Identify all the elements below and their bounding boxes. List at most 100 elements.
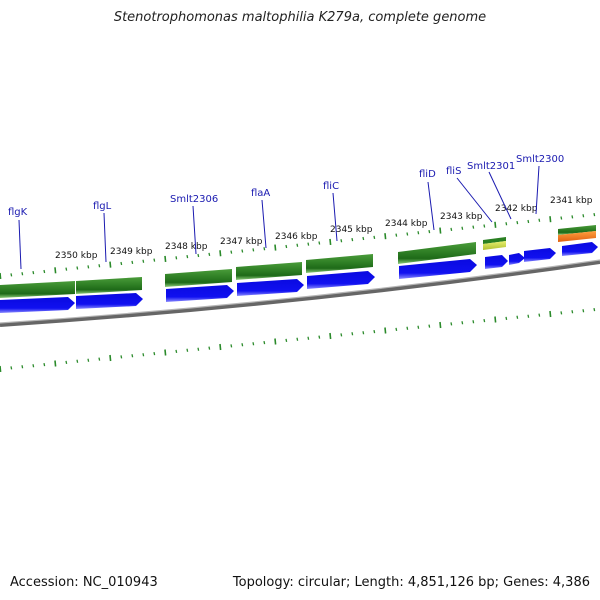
scale-tick <box>494 316 497 323</box>
scale-tick <box>164 349 167 356</box>
scale-tick <box>296 243 299 247</box>
scale-tick <box>450 322 453 326</box>
gene-Smlt2300-reverse[interactable] <box>562 242 598 256</box>
gene-Smlt2300-forward[interactable] <box>558 225 596 235</box>
scale-tick <box>263 247 266 251</box>
scale-tick <box>43 362 46 367</box>
scale-tick <box>153 351 156 356</box>
scale-tick <box>54 267 57 274</box>
scale-tick <box>142 353 145 357</box>
scale-tick <box>285 244 288 249</box>
scale-tick <box>483 224 486 228</box>
scale-tick <box>593 212 596 217</box>
scale-tick <box>582 214 585 218</box>
gene-label-fliC[interactable]: fliC <box>323 181 339 192</box>
scale-tick <box>494 221 497 228</box>
scale-tick <box>560 311 563 315</box>
reverse-strand-genes <box>0 242 598 313</box>
scale-tick <box>318 241 321 245</box>
scale-label-2349: 2349 kbp <box>110 247 153 257</box>
scale-tick <box>219 343 222 351</box>
scale-tick <box>274 244 277 251</box>
scale-tick <box>450 227 453 232</box>
scale-tick <box>186 255 189 259</box>
gene-label-fliS[interactable]: fliS <box>446 166 461 177</box>
scale-tick <box>373 235 376 239</box>
scale-label-2346: 2346 kbp <box>275 232 318 242</box>
scale-tick <box>505 316 508 321</box>
scale-tick <box>560 216 563 220</box>
gene-flgL-forward[interactable] <box>76 277 142 294</box>
gene-fliC-reverse[interactable] <box>307 271 375 289</box>
scale-tick <box>32 270 35 275</box>
scale-tick <box>329 332 332 340</box>
gene-fliD-reverse[interactable] <box>399 259 477 279</box>
gene-labels: flgK flgL Smlt2306 flaA fliC fliD fliS S… <box>8 154 564 218</box>
scale-tick <box>0 365 2 373</box>
scale-tick <box>230 250 233 254</box>
scale-tick <box>131 260 134 264</box>
scale-tick <box>131 354 134 358</box>
scale-tick <box>395 233 398 237</box>
gene-Smlt2300a-reverse[interactable] <box>524 248 556 262</box>
gene-label-fliD[interactable]: fliD <box>419 169 436 180</box>
gene-label-Smlt2306[interactable]: Smlt2306 <box>170 194 218 205</box>
scale-tick <box>362 331 365 335</box>
scale-tick <box>505 222 508 226</box>
gene-flgK-forward[interactable] <box>0 281 75 298</box>
leader-Smlt2306 <box>192 205 197 255</box>
gene-label-flaA[interactable]: flaA <box>251 188 270 199</box>
scale-tick <box>307 336 310 340</box>
gene-Smlt2306-forward[interactable] <box>165 269 232 287</box>
gene-flaA-forward[interactable] <box>236 262 302 280</box>
scale-tick <box>120 355 123 359</box>
gene-flgL-reverse[interactable] <box>76 293 143 309</box>
scale-label-2341: 2341 kbp <box>550 196 593 206</box>
scale-tick <box>87 358 90 362</box>
scale-tick <box>274 338 277 345</box>
gene-label-Smlt2300[interactable]: Smlt2300 <box>516 154 564 165</box>
gene-label-flgL[interactable]: flgL <box>93 201 112 212</box>
leader-fliD <box>427 181 435 231</box>
scale-tick <box>241 343 244 347</box>
gene-flaA-reverse[interactable] <box>237 279 304 296</box>
gene-fliS-forward[interactable] <box>483 237 506 244</box>
gene-fliD-forward[interactable] <box>398 242 476 264</box>
gene-Smlt2300-orange[interactable] <box>558 231 596 242</box>
scale-tick <box>593 307 596 312</box>
scale-tick <box>296 337 299 341</box>
gene-Smlt2306-reverse[interactable] <box>166 285 234 302</box>
scale-tick <box>384 327 387 334</box>
scale-tick <box>252 248 255 252</box>
scale-tick <box>98 357 101 361</box>
gene-fliC-forward[interactable] <box>306 254 373 273</box>
gene-label-flgK[interactable]: flgK <box>8 207 28 218</box>
scale-tick <box>43 269 46 274</box>
scale-tick <box>384 233 387 240</box>
scale-tick <box>120 261 123 266</box>
scale-label-2345: 2345 kbp <box>330 225 373 235</box>
scale-tick <box>340 239 343 243</box>
scale-tick <box>219 250 222 257</box>
leader-flgL <box>103 212 107 263</box>
scale-tick <box>417 231 420 235</box>
gene-Smlt2301-reverse[interactable] <box>509 253 525 265</box>
scale-tick <box>65 360 68 365</box>
scale-tick <box>175 256 178 260</box>
scale-tick <box>406 232 409 236</box>
gene-fliS-reverse[interactable] <box>485 255 508 269</box>
gene-fliS-yellow[interactable] <box>483 241 506 250</box>
scale-tick <box>439 227 442 234</box>
scale-tick <box>109 354 112 362</box>
gene-label-leaders <box>18 165 540 270</box>
scale-tick <box>197 347 200 351</box>
gene-flgK-reverse[interactable] <box>0 297 75 313</box>
gene-label-Smlt2301[interactable]: Smlt2301 <box>467 161 515 172</box>
scale-tick <box>571 215 574 219</box>
genome-stats-text: Topology: circular; Length: 4,851,126 bp… <box>232 575 590 590</box>
scale-tick <box>175 349 178 354</box>
scale-tick <box>351 332 354 336</box>
scale-tick <box>0 272 2 280</box>
scale-tick <box>186 348 189 352</box>
scale-ticks-upper <box>0 212 596 280</box>
